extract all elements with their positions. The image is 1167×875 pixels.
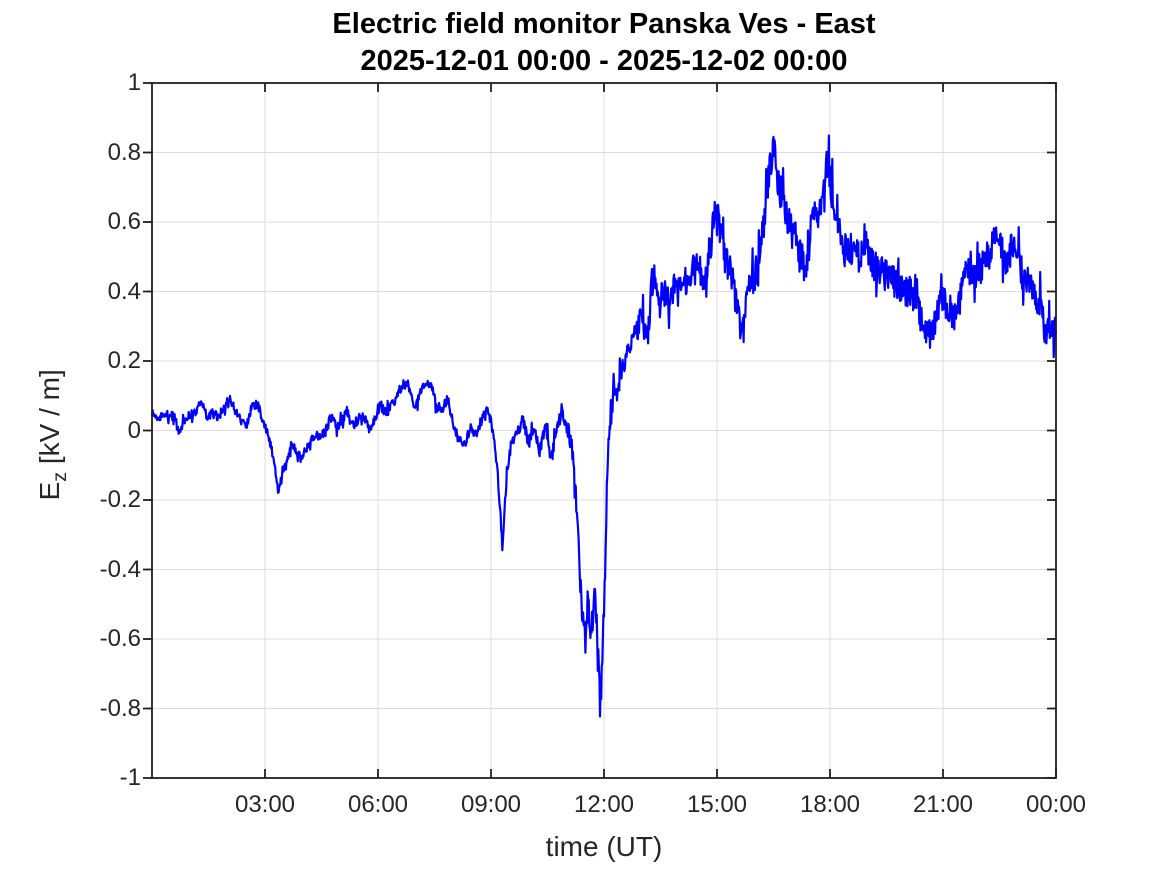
- y-tick-label: 0.2: [107, 347, 141, 374]
- x-tick-label: 06:00: [347, 791, 409, 818]
- axes-box: [143, 82, 1057, 779]
- y-tick-label: 0.4: [107, 277, 141, 305]
- y-tick-label: -0.4: [99, 555, 141, 583]
- x-tick-label: 21:00: [912, 791, 974, 818]
- x-tick-label: 15:00: [686, 791, 748, 818]
- x-tick-label: 00:00: [1025, 791, 1087, 818]
- y-axis-label-base: E: [34, 481, 66, 501]
- y-tick-label: -0.6: [99, 625, 141, 652]
- y-axis-label: Ez [kV / m]: [34, 235, 72, 635]
- y-tick-label: -1: [119, 764, 141, 791]
- y-tick-label: 1: [127, 69, 141, 96]
- chart-subtitle: 2025-12-01 00:00 - 2025-12-02 00:00: [360, 45, 848, 77]
- y-axis-label-units: [kV / m]: [34, 369, 66, 472]
- x-tick-label: 18:00: [799, 791, 861, 818]
- grid-lines: [152, 83, 1056, 778]
- x-tick-label: 09:00: [460, 791, 522, 818]
- y-tick-label: -0.2: [99, 486, 141, 513]
- y-tick-label: 0.8: [107, 138, 141, 166]
- chart-title: Electric field monitor Panska Ves - East: [332, 8, 876, 40]
- y-axis-label-sub: z: [48, 471, 71, 482]
- x-tick-label: 03:00: [234, 791, 296, 818]
- data-line: [150, 134, 1058, 718]
- y-tick-label: -0.8: [99, 694, 141, 722]
- x-axis-label: time (UT): [545, 831, 663, 862]
- y-tick-label: 0: [127, 416, 141, 444]
- y-tick-label: 0.6: [107, 208, 141, 235]
- x-tick-label: 12:00: [573, 791, 635, 818]
